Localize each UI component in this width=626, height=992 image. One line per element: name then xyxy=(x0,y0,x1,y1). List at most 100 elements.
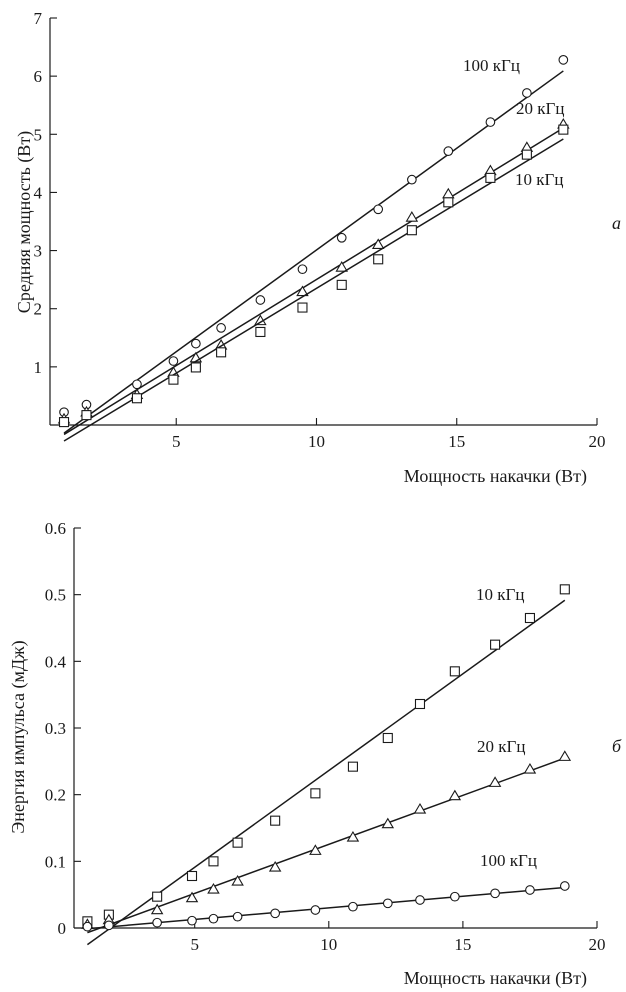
panel-b-point-100khz xyxy=(450,891,460,902)
panel-a-letter: а xyxy=(612,213,621,233)
panel-b-marks: 5 10 15 20 0 0.1 0.2 0.3 0.4 0.5 0.6 xyxy=(45,519,606,954)
panel-b-point-20khz xyxy=(231,874,244,886)
panel-b-x-axis-title: Мощность накачки (Вт) xyxy=(404,968,587,989)
panel-a-x-tick-label: 5 xyxy=(172,432,181,451)
panel-b-point-10khz xyxy=(232,837,243,848)
panel-b-point-20khz xyxy=(488,776,502,787)
panel-b-point-100khz xyxy=(415,895,425,905)
panel-a-point-10khz xyxy=(485,172,496,183)
panel-b-point-20khz xyxy=(381,817,395,829)
panel-a-point-100khz xyxy=(191,338,201,349)
panel-b-x-tick-label: 5 xyxy=(190,935,199,954)
panel-b-point-20khz xyxy=(523,762,537,774)
panel-a-point-20khz xyxy=(296,285,309,297)
panel-a-fit-line-10khz xyxy=(63,138,564,442)
panel-a-point-10khz xyxy=(216,347,227,358)
panel-a-point-10khz xyxy=(373,254,384,265)
panel-b-y-tick-label: 0 xyxy=(58,919,67,938)
panel-b-y-tick-label: 0.1 xyxy=(45,852,66,871)
panel-b-point-20khz xyxy=(309,844,322,855)
panel-a-point-100khz xyxy=(407,174,417,185)
panel-a-point-100khz xyxy=(168,356,179,366)
panel-a-y-tick-label: 7 xyxy=(34,9,43,28)
panel-b-point-100khz xyxy=(104,920,114,931)
panel-a-point-10khz xyxy=(558,124,569,135)
panel-a-point-100khz xyxy=(297,264,308,275)
panel-a-point-20khz xyxy=(442,187,455,199)
panel-a-fit-line-100khz xyxy=(63,70,564,434)
panel-a-point-100khz xyxy=(485,117,496,127)
panel-b-y-axis-title: Энергия импульса (мДж) xyxy=(8,640,29,833)
panel-a-y-tick-label: 1 xyxy=(34,358,43,377)
panel-b-point-20khz xyxy=(558,750,572,761)
panel-b-point-10khz xyxy=(490,639,501,650)
panel-a-label-100khz: 100 кГц xyxy=(463,56,520,75)
panel-b-point-10khz xyxy=(524,612,535,624)
panel-b-point-100khz xyxy=(208,913,219,924)
panel-a-point-10khz xyxy=(521,149,532,160)
panel-b-point-100khz xyxy=(490,888,500,899)
panel-b-point-10khz xyxy=(208,856,219,867)
panel-b-x-tick-label: 20 xyxy=(589,935,606,954)
panel-b-point-100khz xyxy=(348,901,358,912)
panel-a-point-10khz xyxy=(406,225,417,236)
panel-a-x-tick-label: 20 xyxy=(589,432,606,451)
panel-b-label-100khz: 100 кГц xyxy=(480,851,537,870)
panel-b-point-100khz xyxy=(232,911,243,922)
panel-a-label-20khz: 20 кГц xyxy=(516,99,564,118)
panel-a-point-20khz xyxy=(371,238,385,250)
panel-a-point-10khz xyxy=(297,302,308,313)
panel-b-point-10khz xyxy=(382,732,393,744)
panel-a-point-10khz xyxy=(443,197,454,208)
panel-b-x-tick-label: 10 xyxy=(320,935,337,954)
panel-a-y-tick-label: 6 xyxy=(34,67,43,86)
panel-b-point-10khz xyxy=(152,891,163,902)
panel-a-x-axis-title: Мощность накачки (Вт) xyxy=(404,466,587,487)
panel-b-label-20khz: 20 кГц xyxy=(477,737,525,756)
panel-a-y-tick-label: 4 xyxy=(34,183,43,202)
panel-b-point-100khz xyxy=(559,881,570,891)
panel-b-point-10khz xyxy=(449,666,460,677)
panel-a-point-10khz xyxy=(336,279,347,290)
panel-a-y-axis-title: Средняя мощность (Вт) xyxy=(14,131,35,313)
panel-a-x-tick-label: 10 xyxy=(308,432,325,451)
panel-a-y-tick-label: 2 xyxy=(34,300,43,319)
panel-a-point-20khz xyxy=(405,211,419,222)
panel-b-point-10khz xyxy=(347,761,358,772)
panel-b-fit-line-10khz xyxy=(86,599,566,946)
panel-b-point-20khz xyxy=(150,903,164,915)
panel-b-y-tick-label: 0.2 xyxy=(45,786,66,805)
panel-a-point-100khz xyxy=(336,232,347,243)
panel-b-point-20khz xyxy=(413,802,427,814)
panel-b-letter: б xyxy=(612,736,622,756)
panel-a-point-100khz xyxy=(216,323,226,333)
panel-a-point-10khz xyxy=(58,417,70,428)
panel-a-point-10khz xyxy=(81,410,92,421)
panel-a-label-10khz: 10 кГц xyxy=(515,170,563,189)
panel-a-y-tick-label: 5 xyxy=(34,125,43,144)
panel-b-point-100khz xyxy=(310,905,321,915)
panel-b-point-100khz xyxy=(187,915,197,926)
panel-a-point-100khz xyxy=(443,146,454,156)
panel-b-label-10khz: 10 кГц xyxy=(476,585,524,604)
panel-b-point-10khz xyxy=(186,870,198,882)
panel-b-point-100khz xyxy=(152,917,162,928)
panel-b-y-tick-label: 0.4 xyxy=(45,652,67,671)
panel-b-point-100khz xyxy=(382,898,393,909)
panel-a-point-10khz xyxy=(131,393,143,404)
panel-b-y-tick-label: 0.5 xyxy=(45,586,66,605)
panel-a-point-100khz xyxy=(255,295,266,305)
panel-b-point-10khz xyxy=(414,698,426,710)
chart-panel-b: 5 10 15 20 0 0.1 0.2 0.3 0.4 0.5 0.6 Энергия импул… xyxy=(8,519,622,989)
panel-a-point-10khz xyxy=(255,326,266,338)
panel-a-point-10khz xyxy=(168,374,179,385)
panel-b-point-100khz xyxy=(82,921,93,932)
panel-b-point-10khz xyxy=(270,815,281,826)
panel-b-point-100khz xyxy=(270,908,281,919)
panel-a-point-100khz xyxy=(522,88,532,98)
panel-b-y-tick-label: 0.6 xyxy=(45,519,66,538)
panel-a-fit-line-20khz xyxy=(63,127,564,436)
panel-b-x-tick-label: 15 xyxy=(454,935,471,954)
panel-b-point-100khz xyxy=(525,885,535,895)
